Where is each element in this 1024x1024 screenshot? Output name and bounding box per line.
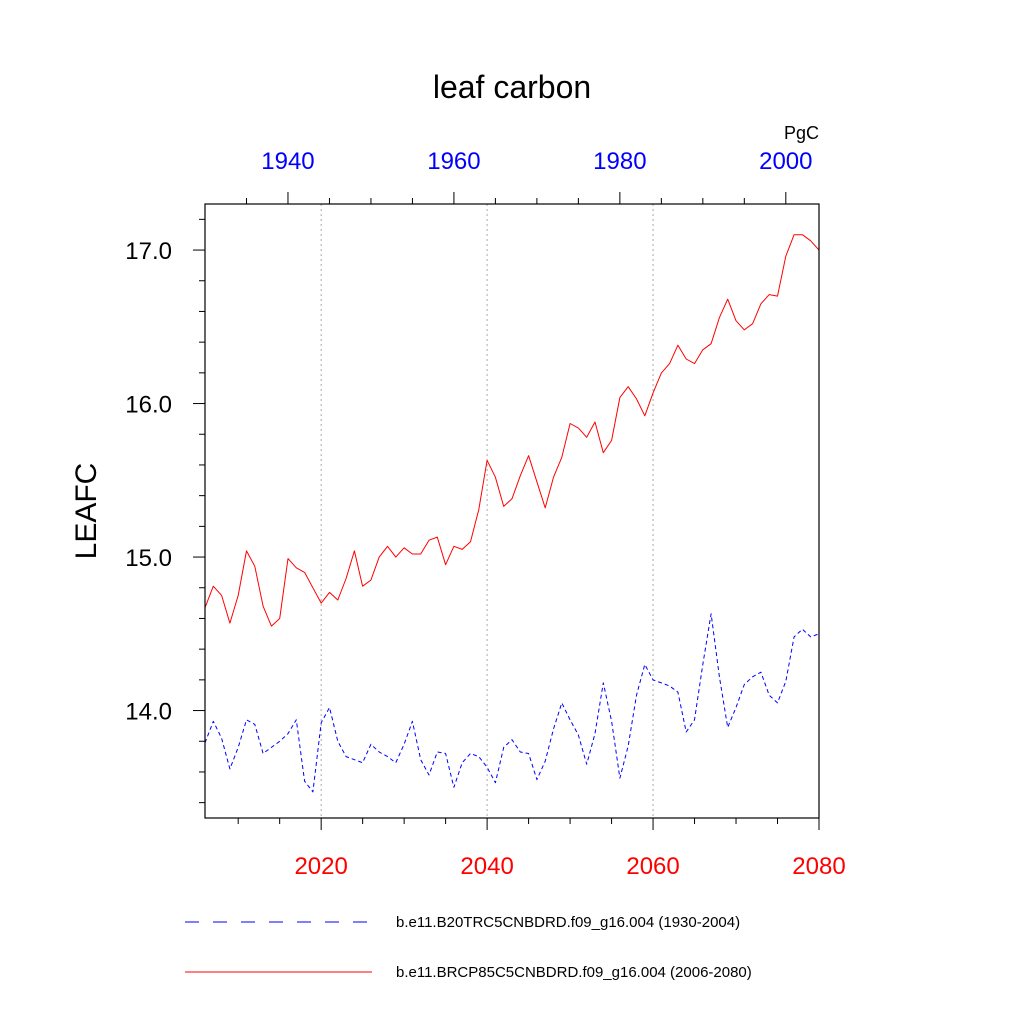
series-lines xyxy=(204,234,820,793)
series-historical-line xyxy=(204,613,820,793)
y-tick-label: 15.0 xyxy=(125,545,172,572)
y-tick-label: 16.0 xyxy=(125,392,172,419)
legend: b.e11.B20TRC5CNBDRD.f09_g16.004 (1930-20… xyxy=(185,914,752,981)
x-tick-label: 2060 xyxy=(626,853,679,880)
grid-lines xyxy=(320,204,654,818)
x-tick-label: 2040 xyxy=(460,853,513,880)
series-rcp85-line xyxy=(204,234,820,627)
top-tick-label: 1940 xyxy=(261,148,314,175)
top-tick-label: 1960 xyxy=(427,148,480,175)
x-tick-label: 2080 xyxy=(792,853,845,880)
units-label: PgC xyxy=(784,123,819,143)
legend-label-hist: b.e11.B20TRC5CNBDRD.f09_g16.004 (1930-20… xyxy=(396,914,740,931)
axis-ticks xyxy=(193,192,820,830)
y-tick-label: 17.0 xyxy=(125,238,172,265)
chart-title: leaf carbon xyxy=(433,69,591,105)
legend-label-rcp85: b.e11.BRCP85C5CNBDRD.f09_g16.004 (2006-2… xyxy=(396,964,752,981)
top-tick-label: 2000 xyxy=(759,148,812,175)
y-axis-label: LEAFC xyxy=(70,463,103,560)
y-tick-label: 14.0 xyxy=(125,699,172,726)
tick-labels: 2020 2040 2060 2080 1940 1960 1980 2000 14.0 15.0… xyxy=(125,148,845,880)
x-tick-label: 2020 xyxy=(294,853,347,880)
top-tick-label: 1980 xyxy=(593,148,646,175)
plot-frame xyxy=(204,203,820,819)
